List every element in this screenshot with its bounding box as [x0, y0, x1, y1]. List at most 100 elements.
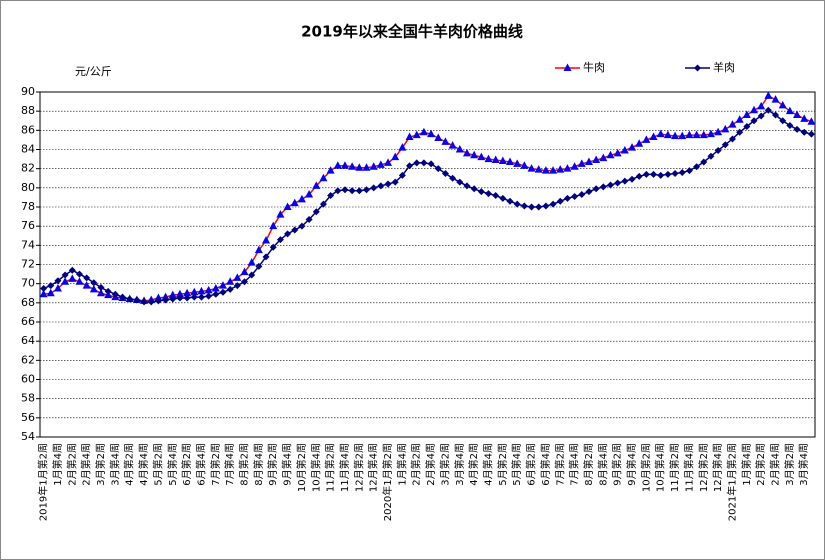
- point: [484, 190, 492, 198]
- x-tick-label: 8月第2周: [582, 443, 595, 486]
- point: [413, 159, 421, 167]
- point: [61, 277, 70, 285]
- point: [599, 153, 608, 162]
- x-tick-label: 5月第4周: [510, 443, 523, 486]
- x-tick-label: 9月第4周: [625, 443, 638, 486]
- point: [678, 169, 686, 176]
- point: [448, 141, 457, 149]
- x-tick-label: 4月第4周: [481, 443, 494, 486]
- point: [248, 271, 256, 279]
- y-tick-label: 66: [21, 315, 35, 328]
- point: [706, 129, 715, 138]
- x-tick-label: 3月第2周: [783, 443, 796, 486]
- x-tick-label: 11月第4周: [338, 443, 351, 492]
- point: [247, 258, 256, 266]
- point: [75, 277, 84, 285]
- point: [218, 281, 227, 289]
- point: [793, 110, 802, 118]
- point: [707, 152, 715, 160]
- point: [642, 170, 650, 178]
- point: [736, 128, 744, 136]
- point: [241, 278, 249, 286]
- point: [183, 294, 191, 302]
- point: [341, 186, 349, 194]
- x-tick-label: 9月第4周: [281, 443, 294, 486]
- point: [212, 290, 220, 298]
- y-tick-label: 86: [21, 123, 35, 136]
- point: [635, 172, 643, 180]
- x-tick-label: 7月第2周: [209, 443, 222, 486]
- x-tick-label: 2020年1月第2周: [381, 443, 394, 521]
- y-tick-label: 82: [21, 162, 35, 175]
- point: [499, 194, 507, 202]
- point: [83, 274, 91, 282]
- point: [606, 150, 615, 159]
- point: [742, 110, 751, 118]
- point: [298, 222, 306, 230]
- point: [219, 288, 227, 296]
- point: [183, 288, 192, 297]
- point: [491, 155, 500, 164]
- x-tick-label: 5月第2周: [496, 443, 509, 486]
- point: [119, 293, 127, 301]
- point: [312, 208, 320, 216]
- x-tick-label: 2月第4周: [80, 443, 93, 486]
- point: [657, 171, 665, 179]
- point: [333, 161, 342, 169]
- point: [685, 167, 693, 175]
- x-tick-label: 6月第4周: [539, 443, 552, 486]
- x-tick-label: 11月第2周: [324, 443, 337, 492]
- point: [168, 290, 177, 299]
- y-tick-label: 60: [21, 373, 35, 386]
- point: [462, 148, 471, 157]
- point: [728, 135, 736, 143]
- point: [764, 106, 772, 114]
- point: [211, 283, 220, 292]
- point: [420, 159, 428, 167]
- point: [205, 292, 213, 300]
- point: [556, 165, 565, 173]
- x-tick-label: 5月第2周: [151, 443, 164, 486]
- legend-label: 羊肉: [713, 60, 735, 74]
- y-tick-label: 72: [21, 258, 35, 271]
- point: [291, 226, 299, 234]
- point: [614, 179, 622, 187]
- y-tick-label: 68: [21, 296, 35, 309]
- point: [283, 202, 292, 210]
- legend-label: 牛肉: [583, 60, 605, 74]
- point: [46, 288, 55, 297]
- x-tick-label: 2月第2周: [65, 443, 78, 486]
- point: [721, 141, 729, 149]
- point: [39, 289, 48, 298]
- point: [305, 190, 314, 198]
- x-tick-label: 6月第2周: [525, 443, 538, 486]
- point: [162, 296, 170, 304]
- point: [807, 130, 815, 138]
- point: [714, 127, 723, 136]
- legend-marker: [563, 63, 572, 71]
- point: [772, 111, 780, 119]
- point: [542, 202, 550, 210]
- point: [585, 188, 593, 196]
- point: [362, 163, 371, 171]
- x-tick-label: 10月第4周: [309, 443, 322, 492]
- x-tick-label: 2019年1月第2周: [37, 443, 50, 521]
- point: [204, 285, 213, 294]
- point: [527, 164, 536, 172]
- point: [104, 287, 112, 295]
- point: [161, 292, 170, 301]
- point: [412, 130, 421, 139]
- point: [384, 180, 392, 188]
- point: [312, 181, 321, 189]
- point: [549, 166, 558, 174]
- x-tick-label: 2月第4周: [424, 443, 437, 486]
- point: [276, 236, 284, 244]
- x-tick-label: 6月第2周: [180, 443, 193, 486]
- point: [40, 284, 48, 292]
- point: [427, 129, 436, 138]
- point: [406, 162, 414, 170]
- point: [556, 197, 564, 205]
- x-tick-label: 5月第4周: [166, 443, 179, 486]
- point: [671, 131, 680, 140]
- point: [693, 163, 701, 171]
